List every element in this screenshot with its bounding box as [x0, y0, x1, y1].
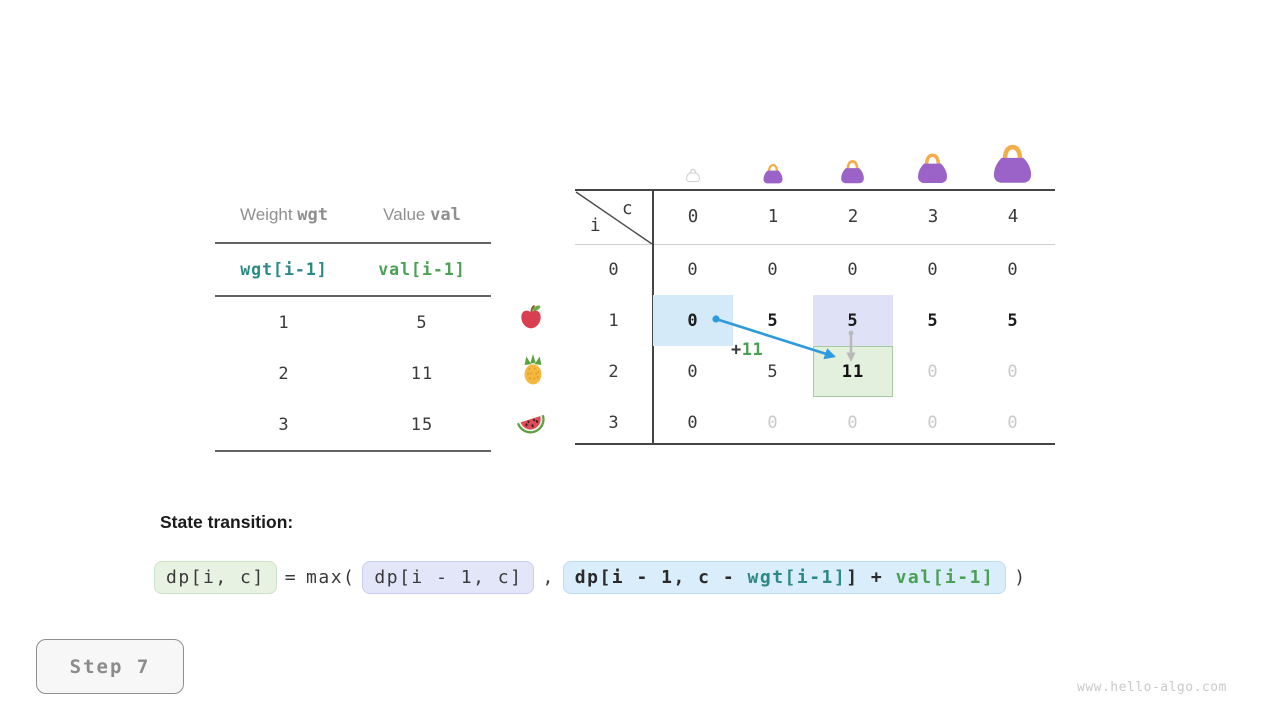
- empty-bag-capacity-0-icon: [686, 168, 700, 182]
- dp-cell-2-0: 0: [687, 361, 699, 382]
- item2-value: 11: [410, 363, 434, 384]
- watermelon-icon: [516, 414, 545, 434]
- dp-cell-1-4: 5: [1007, 310, 1019, 331]
- dp-cell-2-4: 0: [1007, 361, 1019, 382]
- state-transition-formula: dp[i, c] = max( dp[i - 1, c] , dp[i - 1,…: [155, 562, 1027, 593]
- row-header-0: 0: [608, 259, 620, 280]
- blue-arrowhead: [823, 348, 836, 360]
- row-header-2: 2: [608, 361, 620, 382]
- close-paren: ): [1014, 567, 1027, 588]
- state-transition-heading: State transition:: [160, 512, 294, 532]
- bag-capacity-2-icon: [841, 160, 864, 184]
- table-row: 2 11: [215, 348, 491, 399]
- items-table-header: Weight wgt Value val: [215, 188, 491, 244]
- col-header-3: 3: [927, 207, 939, 227]
- col-header-4: 4: [1007, 207, 1019, 227]
- equals-sign: =: [284, 567, 298, 588]
- dp-cell-2-1: 5: [767, 361, 779, 382]
- item3-weight: 3: [278, 414, 290, 435]
- max-open: max(: [306, 567, 356, 588]
- dp-cell-0-2: 0: [847, 259, 859, 280]
- item2-weight: 2: [278, 363, 290, 384]
- wgt-index-label: wgt[i-1]: [240, 260, 328, 279]
- dp-cell-3-2: 0: [847, 412, 859, 433]
- dp-table-bottom-border: [575, 443, 1055, 445]
- comma: ,: [542, 567, 555, 588]
- dp-table-header-separator: [575, 244, 1055, 245]
- value-column-header: Value val: [383, 205, 461, 225]
- capacity-axis-label: c: [622, 199, 633, 219]
- added-value-annotation: +11: [731, 340, 764, 360]
- items-table: Weight wgt Value val wgt[i-1] val[i-1] 1…: [215, 188, 491, 452]
- dp-table-top-border: [575, 189, 1055, 191]
- dp-cell-3-3: 0: [927, 412, 939, 433]
- dp-cell-3-4: 0: [1007, 412, 1019, 433]
- bag-capacity-4-icon: [993, 144, 1032, 183]
- table-row: 3 15: [215, 399, 491, 452]
- item-axis-label: i: [590, 216, 601, 236]
- formula-option1-box: dp[i - 1, c]: [363, 562, 534, 593]
- formula-option2-box: dp[i - 1, c - wgt[i-1]] + val[i-1]: [563, 562, 1006, 593]
- diagonal-divider: [575, 191, 653, 244]
- val-index-label: val[i-1]: [378, 260, 466, 279]
- dp-cell-3-1: 0: [767, 412, 779, 433]
- gray-arrowhead: [846, 352, 856, 362]
- row-header-1: 1: [608, 310, 620, 331]
- dp-corner-cell: c i: [575, 190, 653, 244]
- item1-value: 5: [416, 312, 428, 333]
- watermark: www.hello-algo.com: [1077, 680, 1227, 695]
- item3-value: 15: [410, 414, 434, 435]
- dp-table-header-row: c i 0 1 2 3 4: [575, 190, 1053, 244]
- dp-cell-2-3: 0: [927, 361, 939, 382]
- wgt-term: wgt[i-1]: [747, 567, 847, 588]
- col-header-2: 2: [847, 207, 859, 227]
- bag-capacity-3-icon: [918, 153, 947, 184]
- table-row: 1 5: [215, 297, 491, 348]
- pineapple-icon: [524, 353, 542, 385]
- col-header-1: 1: [767, 207, 779, 227]
- items-table-index-row: wgt[i-1] val[i-1]: [215, 244, 491, 297]
- col-header-0: 0: [687, 207, 699, 227]
- dp-cell-1-3: 5: [927, 310, 939, 331]
- transition-arrows: [712, 315, 856, 362]
- weight-column-header: Weight wgt: [239, 205, 329, 225]
- dp-cell-1-2-source-highlight: 5: [813, 295, 893, 346]
- dp-cell-1-1: 5: [767, 310, 779, 331]
- bag-capacity-1-icon: [763, 163, 783, 184]
- dp-cell-3-0: 0: [687, 412, 699, 433]
- dp-cell-0-4: 0: [1007, 259, 1019, 280]
- dp-cell-0-3: 0: [927, 259, 939, 280]
- dp-cell-0-1: 0: [767, 259, 779, 280]
- dp-cell-0-0: 0: [687, 259, 699, 280]
- step-badge: Step 7: [36, 639, 184, 694]
- apple-icon: [521, 305, 541, 329]
- item1-weight: 1: [278, 312, 290, 333]
- val-term: val[i-1]: [895, 567, 995, 588]
- formula-lhs-box: dp[i, c]: [155, 562, 276, 593]
- row-header-3: 3: [608, 412, 620, 433]
